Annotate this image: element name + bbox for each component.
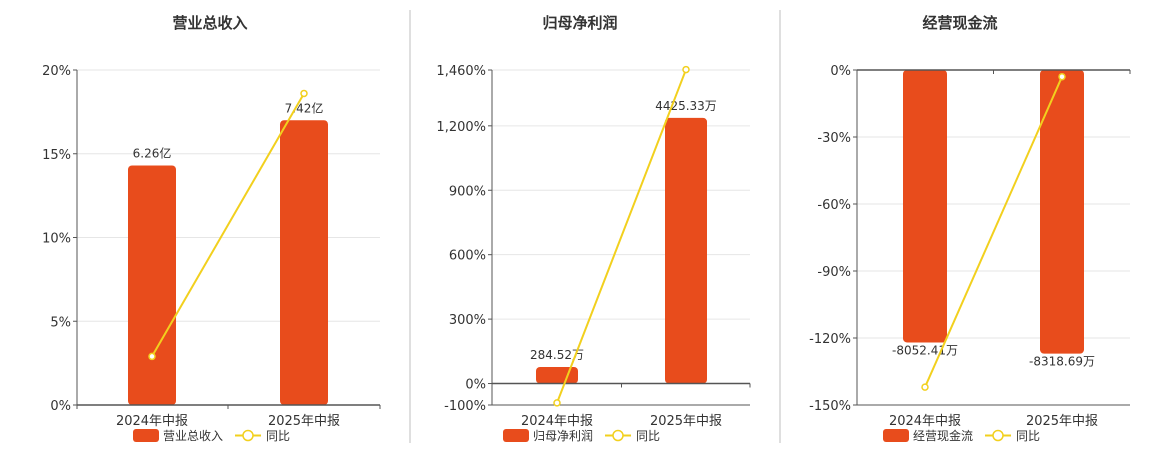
bar-data-label: 4425.33万 [655, 99, 717, 113]
y-tick-label: 300% [449, 313, 486, 328]
bar [128, 165, 176, 405]
legend-label: 经营现金流 [913, 428, 973, 443]
yoy-point [553, 399, 561, 407]
legend-label: 同比 [1016, 429, 1040, 443]
chart-title: 营业总收入 [172, 14, 247, 32]
x-category-label: 2024年中报 [116, 414, 188, 429]
y-tick-label: -120% [809, 332, 851, 347]
legend-label: 归母净利润 [533, 429, 593, 443]
legend-label: 营业总收入 [163, 429, 223, 443]
x-category-label: 2025年中报 [268, 414, 340, 429]
x-category-label: 2024年中报 [889, 414, 961, 429]
legend-swatch-bar [133, 429, 159, 442]
y-tick-label: 20% [42, 64, 71, 79]
y-tick-label: 5% [50, 315, 71, 330]
chart-title: 归母净利润 [542, 14, 617, 32]
chart-title: 经营现金流 [922, 14, 997, 32]
yoy-point [300, 89, 308, 98]
y-tick-label: -30% [817, 131, 851, 146]
y-tick-label: -100% [444, 399, 486, 414]
bar [903, 70, 947, 343]
chart-panel-2: 归母净利润 -100% 0% 300% 600% 900% 1,200% 1,460% 284.… [436, 14, 751, 443]
legend-label: 同比 [266, 429, 290, 443]
legend-label: 同比 [636, 429, 660, 443]
bar-data-label: -8052.41万 [892, 343, 958, 357]
yoy-point [682, 65, 690, 74]
yoy-point [921, 383, 929, 391]
y-tick-label: -150% [809, 399, 851, 414]
bar [1040, 70, 1084, 354]
bar-data-label: 6.26亿 [133, 145, 172, 160]
bar-data-label: 284.52万 [530, 348, 584, 362]
bar [536, 366, 578, 384]
y-tick-label: 900% [449, 184, 486, 199]
chart-panel-1: 营业总收入 0% 5% 10% 15% 20% 6.26亿 7.42亿 2024年中报 2025年… [42, 14, 381, 443]
yoy-line [924, 76, 1063, 388]
bar-data-label: 7.42亿 [285, 100, 324, 115]
bar [665, 117, 707, 384]
x-category-label: 2024年中报 [521, 414, 593, 429]
y-tick-label: 0% [465, 378, 486, 393]
legend-swatch-bar [883, 429, 909, 442]
legend-swatch-point [992, 429, 1004, 442]
y-tick-label: 0% [50, 399, 71, 414]
yoy-line [151, 92, 305, 357]
yoy-line [556, 69, 687, 404]
bar [280, 120, 328, 405]
bar-data-label: -8318.69万 [1029, 355, 1095, 369]
y-tick-label: 15% [42, 148, 71, 163]
y-tick-label: -60% [817, 198, 851, 213]
legend-swatch-bar [503, 429, 529, 442]
y-tick-label: 600% [449, 249, 486, 264]
chart-panel-3: 经营现金流 -150% -120% -90% -60% -30% 0% -8052.41万 -8… [809, 14, 1131, 443]
legend-swatch-point [612, 429, 624, 442]
y-tick-label: 0% [830, 64, 851, 79]
x-category-label: 2025年中报 [1026, 414, 1098, 429]
x-category-label: 2025年中报 [650, 414, 722, 429]
y-tick-label: -90% [817, 265, 851, 280]
yoy-point [1058, 72, 1066, 81]
y-tick-label: 10% [42, 232, 71, 247]
y-tick-label: 1,200% [436, 120, 486, 135]
yoy-point [148, 352, 156, 361]
y-tick-label: 1,460% [436, 64, 486, 79]
legend-swatch-point [242, 429, 254, 442]
